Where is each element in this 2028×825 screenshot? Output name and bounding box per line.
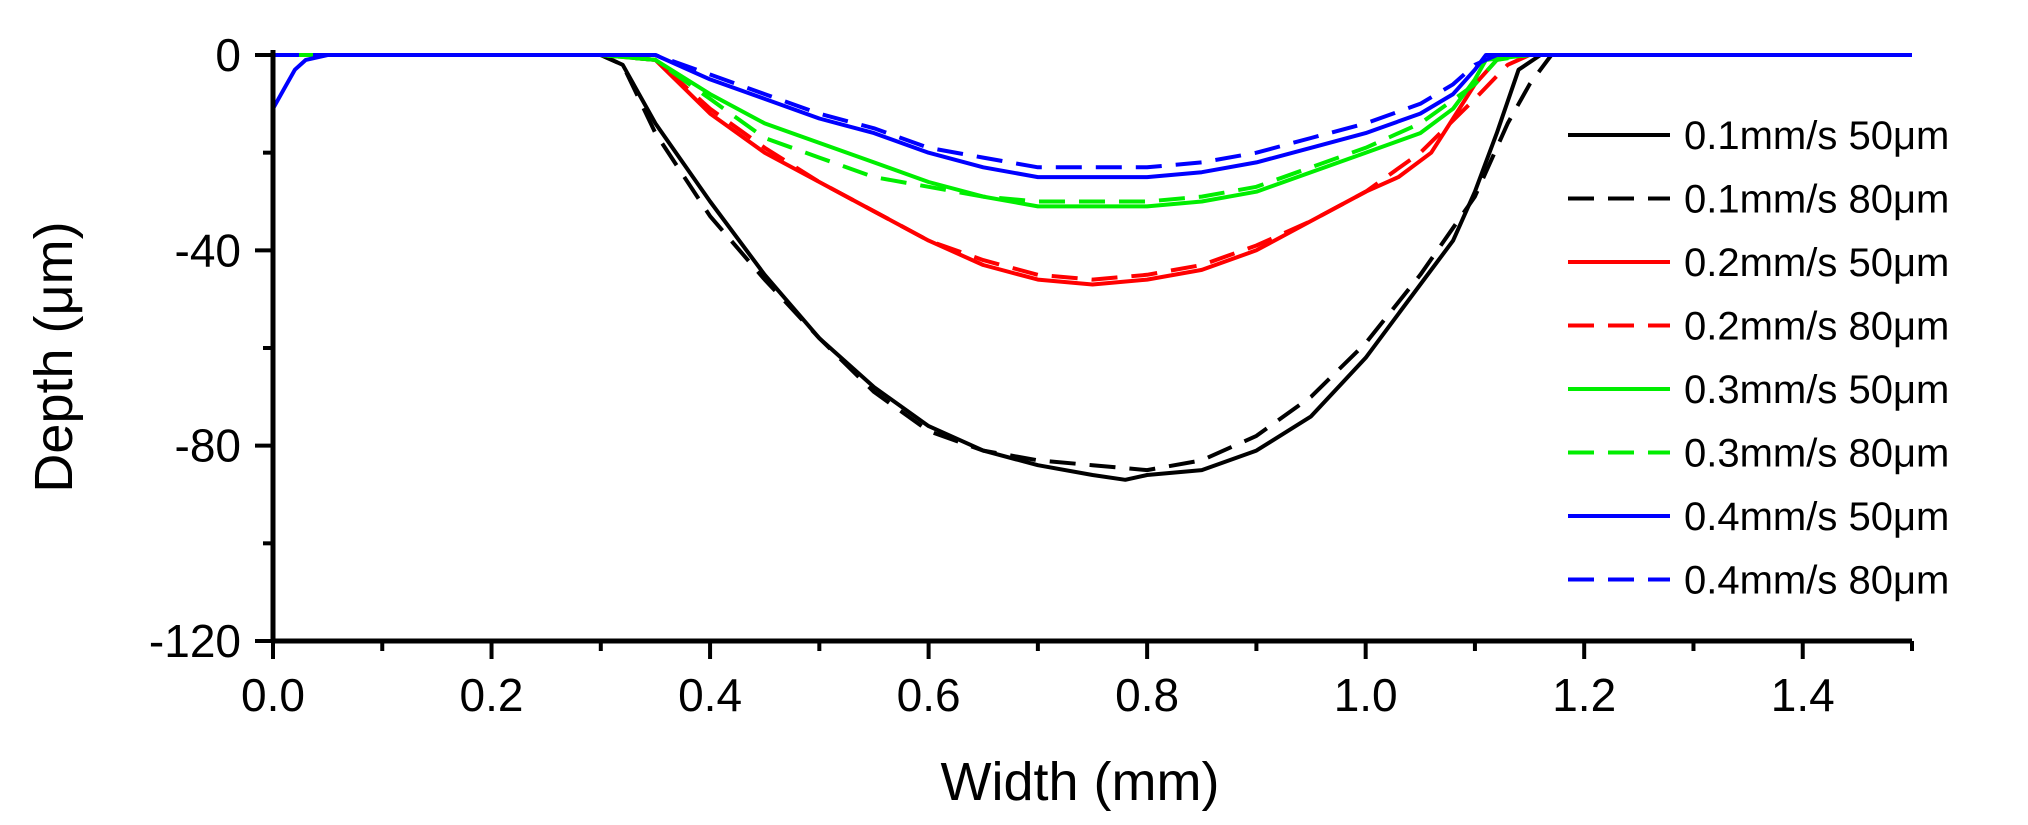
x-tick-label: 0.2 (460, 669, 524, 721)
series-line-4 (273, 53, 1912, 282)
x-tick-label: 1.4 (1771, 669, 1835, 721)
legend-label-5: 0.3mm/s 50μm (1684, 368, 1949, 412)
legend-label-6: 0.3mm/s 80μm (1684, 432, 1949, 476)
axes (270, 50, 1912, 644)
y-tick-label: -120 (149, 615, 241, 667)
x-tick-label: 0.4 (678, 669, 742, 721)
series-line-5 (273, 53, 1912, 209)
series-line-7 (271, 53, 1912, 180)
x-tick-label: 0.8 (1115, 669, 1179, 721)
series-line-2 (273, 53, 1912, 473)
x-axis-title: Width (mm) (941, 752, 1220, 812)
series-line-8 (273, 53, 1912, 170)
y-axis-title: Depth (μm) (24, 221, 84, 492)
legend: 0.1mm/s 50μm 0.1mm/s 80μm 0.2mm/s 50μm 0.2m… (1568, 114, 1949, 603)
legend-label-4: 0.2mm/s 80μm (1684, 305, 1949, 349)
y-tick-label: -80 (175, 420, 241, 472)
axis-ticks (255, 53, 1914, 659)
x-tick-label: 0.6 (897, 669, 961, 721)
y-tick-label: -40 (175, 224, 241, 276)
x-tick-labels: 0.0 0.2 0.4 0.6 0.8 1.0 1.2 1.4 (241, 669, 1835, 721)
x-tick-label: 1.0 (1334, 669, 1398, 721)
legend-label-7: 0.4mm/s 50μm (1684, 495, 1949, 539)
y-tick-labels: 0 -40 -80 -120 (149, 29, 241, 667)
series-layer (271, 53, 1912, 482)
legend-label-1: 0.1mm/s 50μm (1684, 114, 1949, 158)
legend-label-2: 0.1mm/s 80μm (1684, 178, 1949, 222)
series-line-1 (273, 53, 1912, 482)
legend-label-3: 0.2mm/s 50μm (1684, 241, 1949, 285)
x-tick-label: 0.0 (241, 669, 305, 721)
legend-label-8: 0.4mm/s 80μm (1684, 559, 1949, 603)
series-line-3 (273, 53, 1912, 287)
x-tick-label: 1.2 (1552, 669, 1616, 721)
y-tick-label: 0 (215, 29, 241, 81)
series-line-6 (273, 53, 1912, 204)
